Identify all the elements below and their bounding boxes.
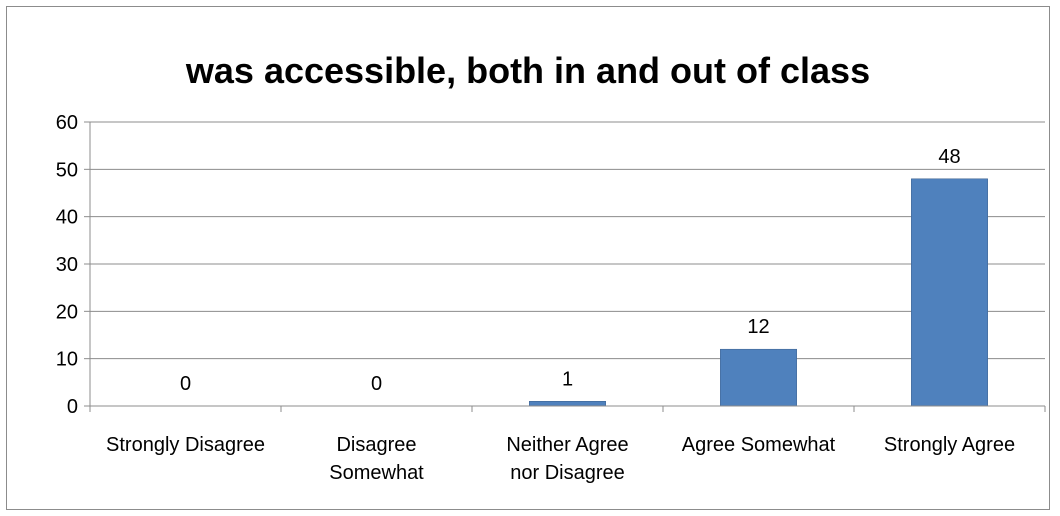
data-label: 0 — [180, 373, 191, 395]
bar-chart: was accessible, both in and out of class… — [56, 50, 1046, 484]
labels: 0 10 20 30 40 50 60 0 Strongly Disagree 0 Disagree… — [56, 112, 1015, 484]
x-category-label: Strongly Disagree — [106, 434, 265, 456]
bar — [911, 178, 988, 407]
bar — [529, 401, 606, 407]
data-label: 48 — [938, 146, 960, 168]
data-label: 1 — [562, 368, 573, 390]
bar — [720, 348, 797, 407]
y-tick-label: 60 — [56, 112, 78, 134]
gridlines — [90, 121, 1045, 360]
y-tick-label: 40 — [56, 207, 78, 229]
y-tick-label: 50 — [56, 159, 78, 181]
y-tick-label: 0 — [67, 396, 78, 418]
x-category-label: Strongly Agree — [884, 434, 1015, 456]
axes — [84, 121, 1046, 412]
chart-title: was accessible, both in and out of class — [185, 50, 870, 91]
x-category-label: Agree Somewhat — [682, 434, 836, 456]
data-label: 12 — [747, 316, 769, 338]
bars — [529, 178, 988, 407]
chart-frame: was accessible, both in and out of class… — [6, 6, 1050, 510]
y-tick-label: 20 — [56, 301, 78, 323]
x-category-label: Neither Agree nor Disagree — [506, 434, 628, 484]
data-label: 0 — [371, 373, 382, 395]
x-category-label: Disagree Somewhat — [329, 434, 424, 484]
y-tick-label: 30 — [56, 254, 78, 276]
y-tick-label: 10 — [56, 349, 78, 371]
